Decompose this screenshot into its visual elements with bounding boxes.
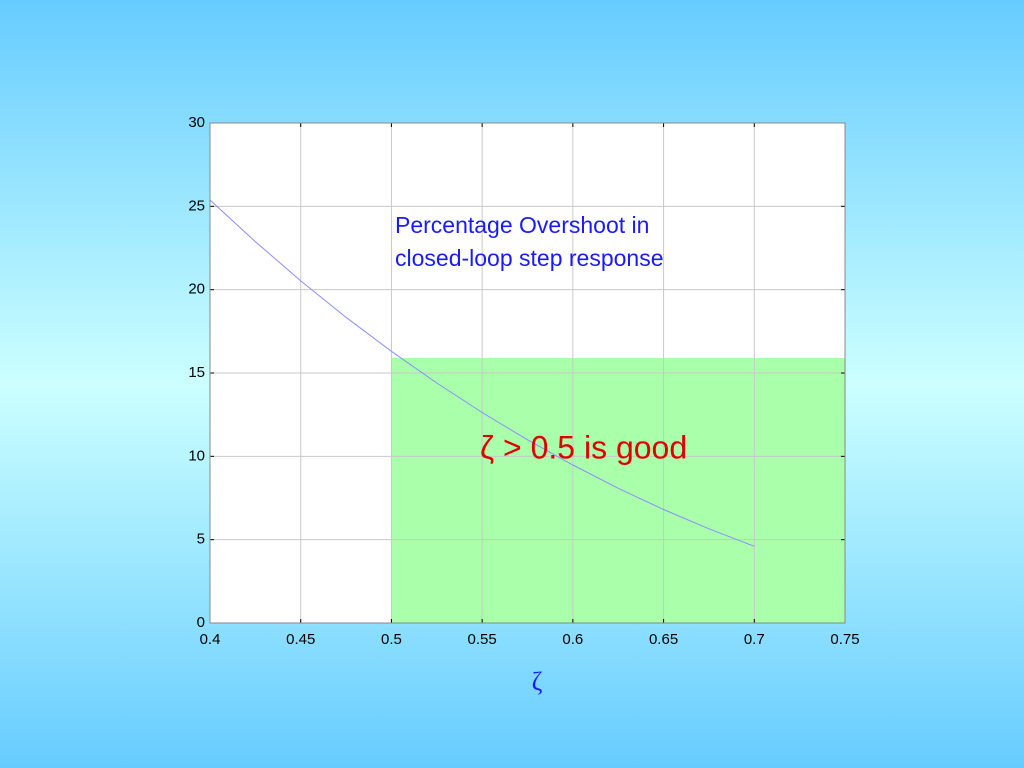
data-line (209, 199, 755, 547)
annotation: closed-loop step response (395, 245, 664, 271)
x-tick-label: 0.5 (381, 631, 402, 648)
y-tick-label: 20 (188, 281, 205, 298)
y-tick-label: 15 (188, 364, 205, 381)
x-tick-label: 0.75 (830, 631, 859, 648)
x-tick-label: 0.45 (286, 631, 315, 648)
x-tick-label: 0.65 (649, 631, 678, 648)
highlight-label: ζ > 0.5 is good (480, 429, 687, 465)
annotation: Percentage Overshoot in (395, 212, 649, 238)
y-tick-label: 10 (188, 447, 205, 464)
x-axis-label: ζ (532, 667, 543, 696)
x-tick-label: 0.6 (562, 631, 583, 648)
x-tick-label: 0.55 (468, 631, 497, 648)
x-tick-label: 0.7 (744, 631, 765, 648)
y-tick-label: 25 (188, 197, 205, 214)
plot-frame (209, 122, 846, 624)
y-tick-label: 30 (188, 114, 205, 131)
y-tick-label: 0 (197, 614, 205, 631)
x-tick-label: 0.4 (200, 631, 221, 648)
y-tick-label: 5 (197, 531, 205, 548)
